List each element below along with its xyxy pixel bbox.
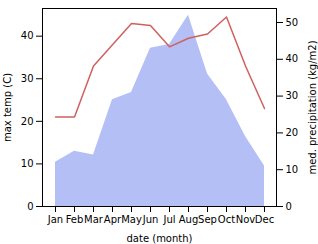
svg-text:Jun: Jun (142, 214, 159, 225)
svg-text:Apr: Apr (104, 214, 122, 225)
svg-text:0: 0 (286, 201, 292, 212)
svg-text:50: 50 (286, 17, 299, 28)
svg-text:Feb: Feb (66, 214, 84, 225)
svg-text:40: 40 (21, 30, 34, 41)
svg-text:date (month): date (month) (127, 233, 193, 244)
svg-text:40: 40 (286, 53, 299, 64)
svg-text:Jul: Jul (162, 214, 175, 225)
svg-text:30: 30 (286, 90, 299, 101)
svg-text:Jan: Jan (47, 214, 63, 225)
svg-text:20: 20 (21, 116, 34, 127)
svg-text:Oct: Oct (218, 214, 235, 225)
svg-text:Dec: Dec (255, 214, 274, 225)
svg-text:Sep: Sep (198, 214, 217, 225)
svg-text:30: 30 (21, 73, 34, 84)
svg-text:Nov: Nov (236, 214, 256, 225)
svg-text:Mar: Mar (84, 214, 104, 225)
svg-text:max temp (C): max temp (C) (2, 73, 13, 142)
svg-text:10: 10 (286, 164, 299, 175)
svg-text:med. precipitation (kg/m2): med. precipitation (kg/m2) (307, 40, 318, 174)
svg-text:10: 10 (21, 158, 34, 169)
svg-text:20: 20 (286, 127, 299, 138)
svg-text:Aug: Aug (179, 214, 199, 225)
svg-text:0: 0 (27, 201, 33, 212)
svg-text:May: May (121, 214, 142, 225)
